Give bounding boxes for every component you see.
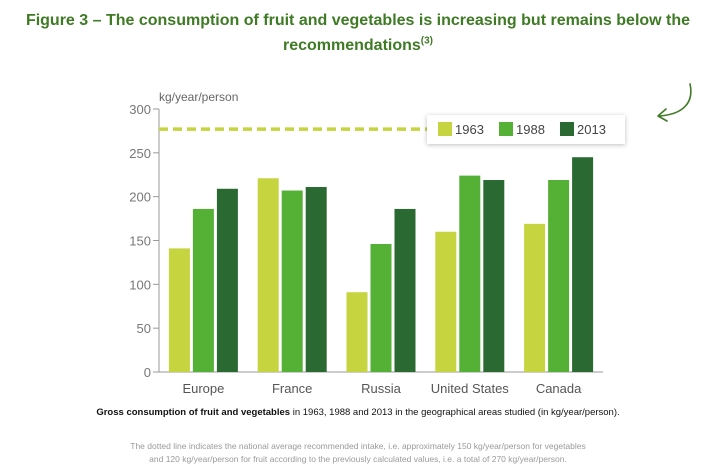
bar-france-1988 bbox=[281, 190, 303, 372]
note-line-2: and 120 kg/year/person for fruit accordi… bbox=[149, 454, 567, 464]
chart-caption: Gross consumption of fruit and vegetable… bbox=[0, 406, 716, 420]
legend-swatch-1963 bbox=[438, 122, 452, 136]
bar-france-1963 bbox=[257, 178, 279, 372]
y-tick-label: 250 bbox=[129, 146, 151, 161]
bar-canada-1963 bbox=[524, 223, 546, 372]
legend-swatch-2013 bbox=[560, 122, 574, 136]
bar-russia-2013 bbox=[394, 208, 416, 372]
bar-europe-1963 bbox=[168, 248, 190, 372]
bar-russia-1963 bbox=[346, 292, 368, 372]
bar-europe-2013 bbox=[216, 188, 238, 372]
figure-title: Figure 3 – The consumption of fruit and … bbox=[0, 8, 716, 58]
bar-united-states-1963 bbox=[435, 231, 457, 372]
title-footnote: (3) bbox=[420, 35, 434, 47]
y-tick-label: 50 bbox=[137, 321, 151, 336]
bar-europe-1988 bbox=[192, 208, 214, 372]
legend-label-1963: 1963 bbox=[455, 122, 484, 137]
legend-box bbox=[427, 115, 625, 144]
x-tick-label: Canada bbox=[536, 381, 582, 396]
x-tick-label: Europe bbox=[182, 381, 224, 396]
title-line-2-text: recommendations bbox=[282, 37, 421, 54]
bar-france-2013 bbox=[305, 187, 327, 372]
y-tick-label: 100 bbox=[129, 277, 151, 292]
title-line-2: recommendations(3) bbox=[0, 33, 716, 58]
legend-swatch-1988 bbox=[499, 122, 513, 136]
y-tick-label: 150 bbox=[129, 234, 151, 249]
caption-bold: Gross consumption of fruit and vegetable… bbox=[96, 407, 291, 418]
x-tick-label: United States bbox=[431, 381, 510, 396]
bar-chart: kg/year/person 0 50 100 150 200 250 300 Europe F… bbox=[129, 83, 692, 396]
bar-united-states-2013 bbox=[483, 180, 505, 372]
note-line-1: The dotted line indicates the national a… bbox=[130, 441, 586, 451]
legend-label-1988: 1988 bbox=[516, 122, 545, 137]
y-tick-label: 200 bbox=[129, 190, 151, 205]
axes: kg/year/person 0 50 100 150 200 250 300 bbox=[129, 90, 603, 380]
chart-note: The dotted line indicates the national a… bbox=[40, 440, 676, 466]
legend: 1963 1988 2013 bbox=[427, 115, 625, 144]
legend-label-2013: 2013 bbox=[577, 122, 606, 137]
y-tick-label: 300 bbox=[129, 102, 151, 117]
bar-russia-1988 bbox=[370, 244, 392, 372]
x-tick-label: France bbox=[272, 381, 312, 396]
y-tick-label: 0 bbox=[144, 365, 151, 380]
curved-arrow-icon bbox=[657, 83, 692, 122]
x-tick-label: Russia bbox=[361, 381, 402, 396]
bar-canada-1988 bbox=[548, 180, 570, 372]
bar-united-states-1988 bbox=[459, 175, 481, 372]
bars bbox=[168, 157, 594, 372]
title-line-1: Figure 3 – The consumption of fruit and … bbox=[25, 12, 691, 29]
x-tick-labels: Europe France Russia United States Canada bbox=[182, 381, 582, 396]
bar-canada-2013 bbox=[572, 157, 594, 372]
caption-rest: in 1963, 1988 and 2013 in the geographic… bbox=[290, 407, 620, 418]
y-axis-label: kg/year/person bbox=[159, 90, 238, 104]
